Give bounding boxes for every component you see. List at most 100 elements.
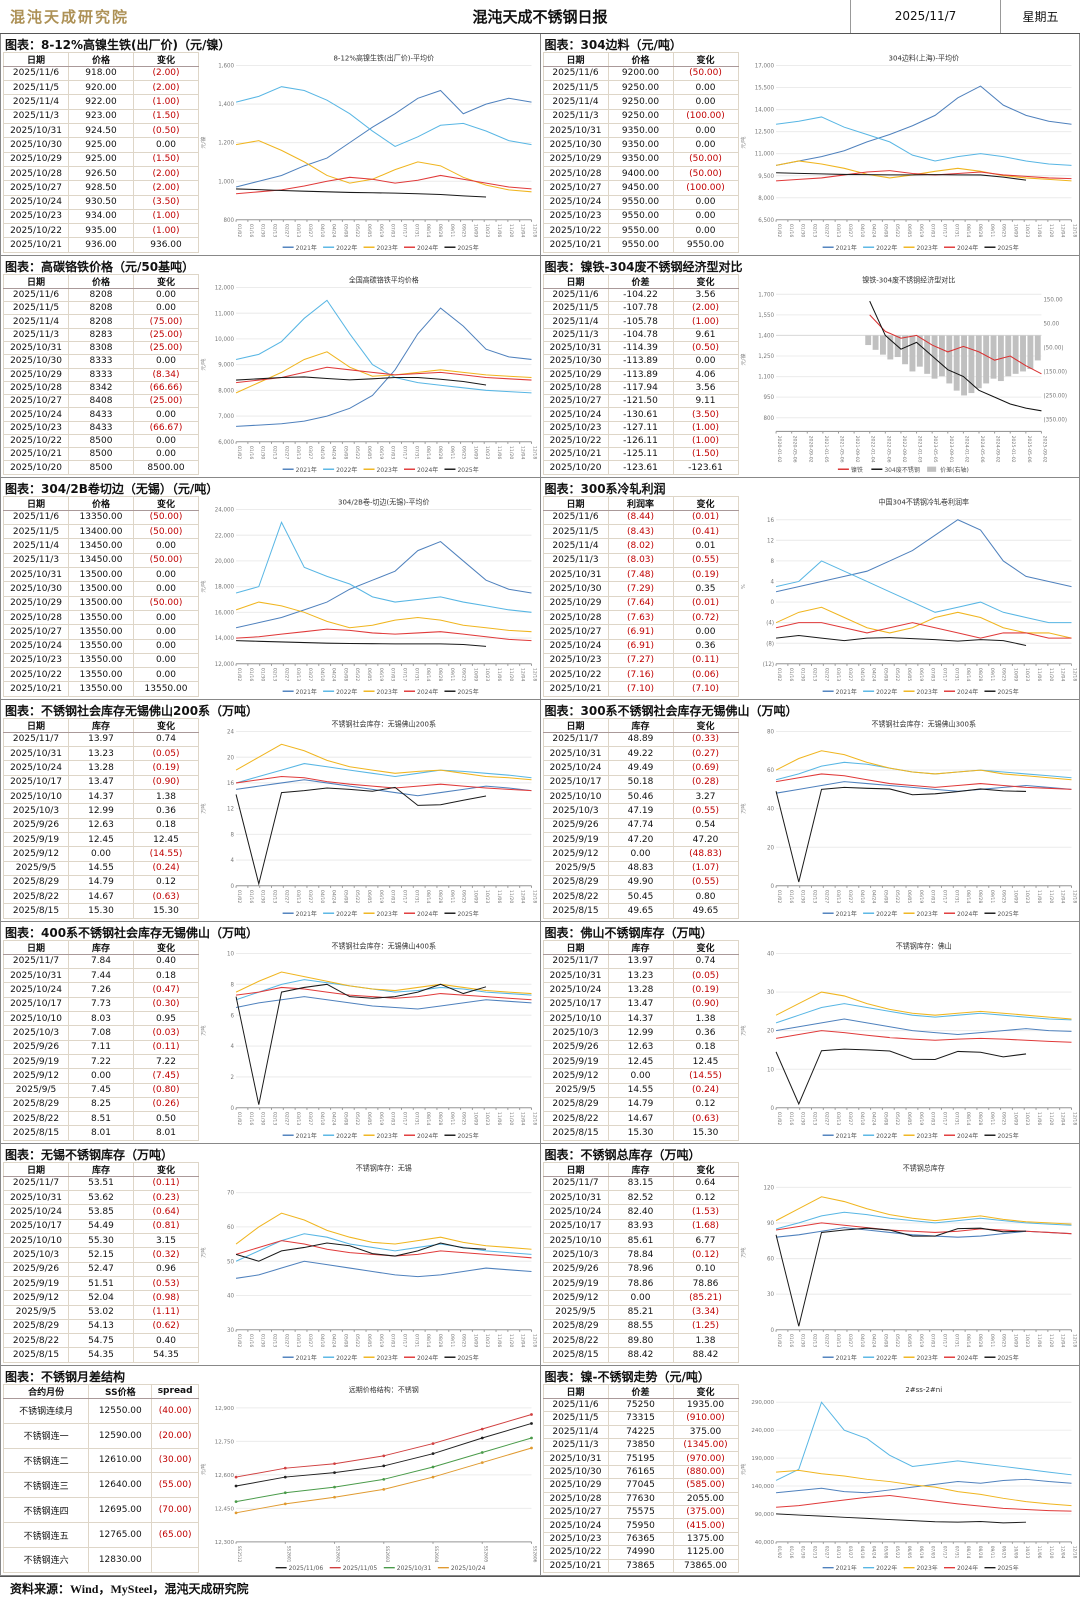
- table-cell: 0.00: [133, 609, 199, 626]
- table-cell: 2025/10/22: [542, 667, 609, 683]
- table-cell: 2025/8/22: [3, 1333, 69, 1349]
- column-header: 日期: [3, 273, 69, 289]
- table-cell: 2025/10/3: [542, 803, 609, 819]
- table-cell: 2025/10/22: [3, 433, 69, 449]
- svg-text:140,000: 140,000: [751, 1484, 774, 1490]
- table-cell: 8.25: [68, 1096, 134, 1113]
- svg-text:2020-05-06: 2020-05-06: [791, 435, 797, 462]
- panel-title: 图表：300系冷轧利润: [544, 481, 666, 496]
- table-cell: (0.28): [672, 774, 739, 791]
- column-header: 日期: [542, 1383, 609, 1399]
- table-cell: 0.96: [133, 1261, 199, 1277]
- svg-text:万吨: 万吨: [200, 1247, 207, 1257]
- table-cell: 8500.00: [133, 460, 199, 475]
- table-cell: 12765.00: [88, 1522, 153, 1548]
- svg-text:09/11: 09/11: [449, 1112, 455, 1126]
- table-cell: (7.10): [607, 681, 674, 697]
- svg-text:2021年: 2021年: [296, 1132, 317, 1140]
- table-cell: 54.75: [68, 1333, 134, 1349]
- svg-text:07/03: 07/03: [929, 224, 935, 238]
- table-row: 2025/10/30 925.00 0.00: [3, 137, 199, 153]
- table-cell: 0.00: [133, 624, 199, 640]
- table-cell: (375.00): [672, 1504, 739, 1520]
- table-row: 2025/9/19 78.86 78.86: [542, 1275, 739, 1292]
- svg-text:01/16: 01/16: [787, 224, 793, 238]
- table-cell: (30.00): [151, 1447, 199, 1474]
- table-cell: 77045: [607, 1478, 674, 1493]
- table-row: 不锈钢连二 12610.00 (30.00): [2, 1447, 199, 1474]
- svg-text:元/镍: 元/镍: [200, 136, 207, 148]
- table-cell: 2025/10/28: [542, 609, 609, 626]
- svg-text:(350.00): (350.00): [1043, 417, 1067, 423]
- table-cell: 13500.00: [68, 567, 134, 583]
- table-cell: 2025/10/27: [542, 624, 609, 640]
- table-cell: 8408: [68, 394, 134, 409]
- table-row: 2025/10/24 7.26 (0.47): [3, 982, 199, 998]
- svg-text:08/14: 08/14: [425, 890, 431, 904]
- svg-text:0: 0: [770, 884, 774, 890]
- table-cell: 7.84: [68, 953, 134, 970]
- table-cell: (2.00): [133, 180, 199, 196]
- svg-text:SS2604: SS2604: [433, 1546, 439, 1563]
- report-title: 混沌天成不锈钢日报: [472, 7, 608, 26]
- table-row: 2025/8/15 15.30 15.30: [3, 903, 199, 919]
- table-row: 2025/10/10 14.37 1.38: [3, 789, 199, 805]
- svg-text:03/13: 03/13: [295, 224, 301, 238]
- svg-text:07/17: 07/17: [941, 890, 947, 904]
- svg-text:8-12%高镍生铁(出厂价)-平均价: 8-12%高镍生铁(出厂价)-平均价: [333, 53, 434, 62]
- table-cell: 6.77: [672, 1233, 739, 1249]
- panel-table: 日期 价差 变化 2025/11/6 75250 1935.00 2025/11/5 733…: [542, 1383, 739, 1573]
- table-cell: 2025/10/21: [542, 237, 609, 253]
- table-row: 2025/8/15 49.65 49.65: [542, 903, 739, 919]
- table-row: 2025/10/29 77045 (585.00): [542, 1478, 739, 1493]
- svg-text:2025年: 2025年: [997, 1132, 1018, 1140]
- table-row: 2025/11/7 7.84 0.40: [3, 953, 199, 970]
- table-cell: (0.62): [133, 1318, 199, 1335]
- table-row: 不锈钢连一 12590.00 (20.00): [2, 1422, 199, 1449]
- table-row: 2025/10/24 82.40 (1.53): [542, 1204, 739, 1220]
- svg-text:万吨: 万吨: [740, 1247, 747, 1257]
- table-cell: 2025/9/19: [542, 831, 609, 848]
- svg-text:1,200: 1,200: [218, 140, 234, 146]
- svg-text:07/31: 07/31: [953, 224, 959, 238]
- svg-text:06/19: 06/19: [917, 1546, 923, 1559]
- table-cell: 2025/10/31: [542, 1190, 609, 1206]
- table-cell: 935.00: [68, 223, 134, 239]
- svg-text:04/10: 04/10: [858, 668, 864, 682]
- table-cell: 2025/10/23: [3, 420, 69, 435]
- svg-text:04/24: 04/24: [331, 890, 337, 904]
- table-cell: 2025/11/6: [3, 65, 69, 82]
- svg-text:06/19: 06/19: [917, 890, 923, 904]
- svg-text:11/20: 11/20: [1047, 1112, 1053, 1126]
- table-cell: 930.50: [68, 194, 134, 210]
- table-cell: -104.78: [607, 327, 674, 342]
- svg-text:01/30: 01/30: [260, 668, 266, 682]
- svg-text:01/02: 01/02: [776, 224, 782, 238]
- table-cell: 2025/10/31: [3, 746, 69, 762]
- table-cell: (0.23): [133, 1190, 199, 1206]
- table-cell: 47.20: [672, 831, 739, 848]
- svg-text:20: 20: [767, 1028, 774, 1034]
- svg-text:01/16: 01/16: [248, 1112, 254, 1126]
- table-cell: (0.64): [133, 1204, 199, 1220]
- svg-text:10/23: 10/23: [1024, 224, 1030, 238]
- table-row: 2025/11/5 9250.00 0.00: [542, 80, 739, 96]
- svg-text:2023-05-05: 2023-05-05: [932, 435, 938, 462]
- table-cell: 15.30: [133, 903, 199, 919]
- column-header: 变化: [133, 717, 199, 733]
- table-cell: 2025/11/3: [542, 108, 609, 125]
- svg-text:01/16: 01/16: [248, 446, 254, 460]
- table-cell: 9550.00: [607, 194, 674, 210]
- table-cell: 0.00: [672, 208, 739, 225]
- table-cell: 2025/10/30: [3, 354, 69, 369]
- table-cell: -114.39: [607, 340, 674, 356]
- svg-text:元/吨: 元/吨: [200, 1463, 207, 1474]
- table-row: 2025/10/31 924.50 (0.50): [3, 123, 199, 139]
- svg-text:07/17: 07/17: [941, 1334, 947, 1348]
- table-cell: (0.80): [133, 1082, 199, 1098]
- svg-text:2022年: 2022年: [876, 244, 897, 252]
- panel-title: 图表：不锈钢月差结构: [5, 1369, 126, 1384]
- table-cell: 2025/10/24: [542, 407, 609, 422]
- table-cell: 2025/10/23: [3, 208, 69, 225]
